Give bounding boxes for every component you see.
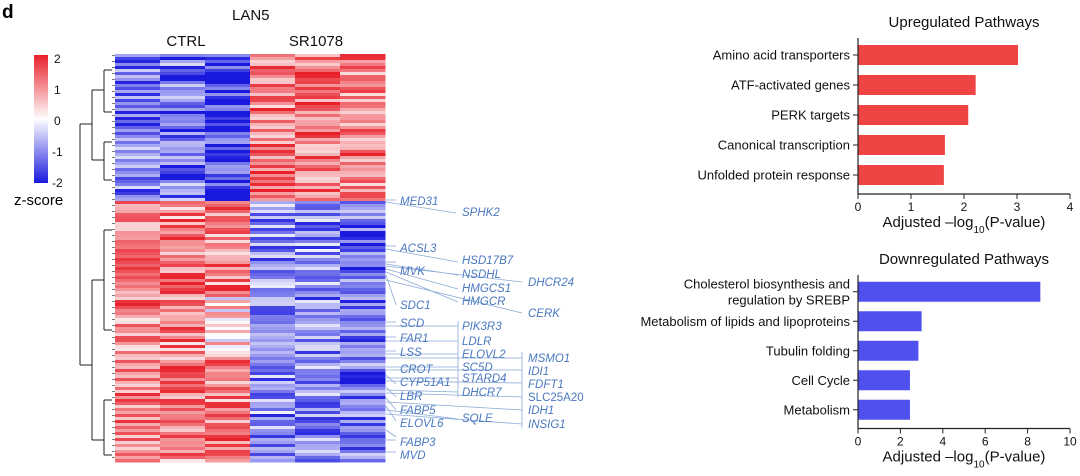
x-tick-label: 3 (1014, 200, 1021, 214)
gene-label-sdc1: SDC1 (400, 300, 431, 312)
gene-label-idh1: IDH1 (528, 405, 554, 417)
bar (858, 370, 910, 391)
gene-label-crot: CROT (400, 364, 434, 376)
dendrogram-lower-branch (91, 279, 104, 441)
cell-line-label: LAN5 (232, 7, 270, 24)
x-tick-label: 6 (982, 435, 989, 449)
bar (858, 135, 945, 155)
colorbar-gradient (34, 55, 48, 183)
gene-label-mvk: MVK (400, 266, 426, 278)
row-dendrogram (79, 69, 112, 456)
gene-label-fabp5: FABP5 (400, 405, 436, 417)
x-tick-label: 10 (1063, 435, 1077, 449)
gene-label-dhcr24: DHCR24 (528, 277, 574, 289)
panel-letter: d (2, 2, 14, 23)
gene-label-lbr: LBR (400, 391, 422, 403)
gene-bracket-lines (457, 321, 523, 428)
gene-label-ldlr: LDLR (462, 336, 491, 348)
gene-label-sphk2: SPHK2 (462, 207, 500, 219)
colorbar-tick-1: 1 (54, 83, 61, 97)
dendrogram-lower-subbranches (103, 229, 112, 456)
dendrogram-upper-branch (91, 89, 104, 161)
bar (858, 75, 976, 95)
x-tick-label: 0 (855, 200, 862, 214)
gene-label-fdft1: FDFT1 (528, 379, 564, 391)
gene-label-hsd17b7: HSD17B7 (462, 255, 514, 267)
bar (858, 45, 1019, 65)
bar (858, 311, 922, 332)
colorbar: 2 1 0 -1 -2 z-score (14, 52, 63, 209)
gene-leaders (385, 199, 523, 453)
category-label: Cell Cycle (791, 373, 850, 388)
group-label-ctrl: CTRL (166, 33, 205, 50)
x-tick-label: 4 (1067, 200, 1074, 214)
bar (858, 165, 944, 185)
gene-label-cerk: CERK (528, 308, 561, 320)
category-label: Tubulin folding (766, 343, 850, 358)
gene-label-insig1: INSIG1 (528, 419, 566, 431)
gene-label-sqle: SQLE (462, 413, 493, 425)
gene-label-acsl3: ACSL3 (399, 243, 437, 255)
colorbar-tick-0: 0 (54, 114, 61, 128)
dendrogram-upper-subbranches (103, 69, 112, 181)
category-label: PERK targets (771, 108, 850, 123)
gene-labels: MED31 SPHK2 ACSL3 HSD17B7 MVK NSDHL DHCR… (399, 196, 584, 462)
downregulated-pathways-chart: Downregulated Pathways Cholesterol biosyn… (640, 251, 1077, 470)
category-label: Canonical transcription (718, 138, 850, 153)
gene-label-elovl6: ELOVL6 (400, 418, 444, 430)
dendrogram-root (79, 123, 92, 366)
gene-label-idi1: IDI1 (528, 366, 549, 378)
gene-label-sc5d: SC5D (462, 362, 493, 374)
dendrogram-leaves (112, 55, 115, 458)
x-tick-label: 0 (855, 435, 862, 449)
gene-label-lss: LSS (400, 347, 422, 359)
colorbar-tick-neg1: -1 (52, 145, 63, 159)
gene-label-slc25a20: SLC25A20 (528, 392, 584, 404)
gene-label-hmgcr: HMGCR (462, 296, 505, 308)
x-axis-label: Adjusted –log10(P-value) (883, 449, 1046, 471)
gene-label-pik3r3: PIK3R3 (462, 321, 502, 333)
gene-label-dhcr7: DHCR7 (462, 387, 502, 399)
x-axis-label: Adjusted –log10(P-value) (883, 214, 1046, 236)
colorbar-tick-neg2: -2 (52, 176, 63, 190)
gene-label-nsdhl: NSDHL (462, 269, 501, 281)
colorbar-tick-2: 2 (54, 52, 61, 66)
gene-label-stard4: STARD4 (462, 373, 507, 385)
x-tick-label: 4 (939, 435, 946, 449)
gene-leader-lines (385, 199, 523, 453)
gene-label-scd: SCD (400, 318, 424, 330)
gene-label-fabp3: FABP3 (400, 437, 436, 449)
gene-label-msmo1: MSMO1 (528, 353, 570, 365)
chart-title: Downregulated Pathways (879, 251, 1049, 268)
gene-label-elovl2: ELOVL2 (462, 349, 506, 361)
bar (858, 105, 969, 125)
heatmap-matrix (115, 54, 386, 463)
gene-label-med31: MED31 (400, 196, 438, 208)
category-label: Unfolded protein response (698, 168, 851, 183)
category-label: ATF-activated genes (731, 78, 850, 93)
category-label: Metabolism (784, 402, 850, 417)
category-label: Metabolism of lipids and lipoproteins (640, 314, 850, 329)
category-label: Amino acid transporters (713, 48, 851, 63)
colorbar-label: z-score (14, 192, 63, 209)
gene-label-far1: FAR1 (400, 333, 429, 345)
x-tick-label: 8 (1024, 435, 1031, 449)
gene-label-cyp51a1: CYP51A1 (400, 377, 451, 389)
chart-title: Upregulated Pathways (889, 14, 1040, 31)
bar (858, 340, 919, 361)
x-tick-label: 2 (897, 435, 904, 449)
upregulated-pathways-chart: Upregulated Pathways Amino acid transport… (698, 14, 1074, 236)
bar (858, 281, 1041, 302)
category-label: Cholesterol biosynthesis and regulation b… (684, 276, 850, 307)
group-label-sr1078: SR1078 (289, 33, 343, 50)
x-tick-label: 2 (961, 200, 968, 214)
gene-label-hmgcs1: HMGCS1 (462, 283, 511, 295)
gene-label-mvd: MVD (400, 450, 426, 462)
x-tick-label: 1 (908, 200, 915, 214)
bar (858, 399, 910, 420)
